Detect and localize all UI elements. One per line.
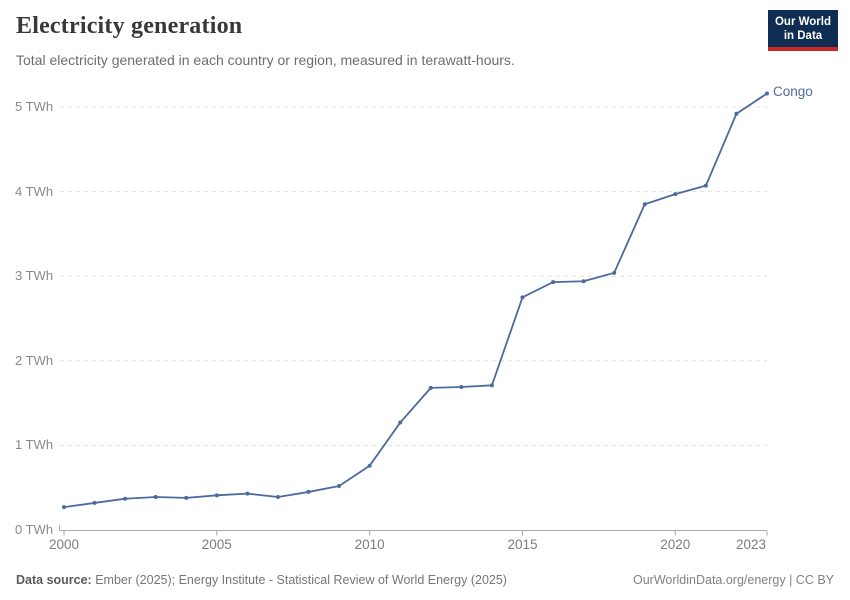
y-tick-label-4twh: 4 TWh bbox=[15, 183, 54, 199]
data-point-2005[interactable] bbox=[214, 493, 219, 498]
y-tick-label-3twh: 3 TWh bbox=[15, 268, 54, 284]
data-point-2018[interactable] bbox=[612, 270, 617, 275]
x-tick-label-2000: 2000 bbox=[48, 537, 80, 552]
data-point-2019[interactable] bbox=[642, 202, 647, 207]
data-point-2002[interactable] bbox=[123, 496, 128, 501]
x-tick-label-2020: 2020 bbox=[660, 537, 691, 552]
data-point-2009[interactable] bbox=[337, 484, 342, 489]
owid-logo[interactable]: Our World in Data bbox=[768, 10, 838, 51]
data-point-2022[interactable] bbox=[734, 111, 739, 116]
x-tick-label-2023: 2023 bbox=[735, 537, 767, 552]
footer-credit-text: OurWorldinData.org/energy | CC BY bbox=[632, 573, 834, 587]
owid-logo-line2: in Data bbox=[783, 30, 823, 43]
data-point-2020[interactable] bbox=[673, 192, 678, 197]
chart-subtitle: Total electricity generated in each coun… bbox=[16, 52, 515, 68]
page-title: Electricity generation bbox=[16, 13, 243, 39]
footer-credit-link[interactable]: OurWorldinData.org/energy | CC BY bbox=[633, 573, 834, 587]
x-tick-label-2015: 2015 bbox=[507, 537, 538, 552]
data-point-2010[interactable] bbox=[367, 463, 372, 468]
y-tick-label-0twh: 0 TWh bbox=[15, 522, 54, 537]
y-tick-label-2twh: 2 TWh bbox=[15, 352, 54, 368]
data-point-2003[interactable] bbox=[153, 495, 158, 500]
data-point-2008[interactable] bbox=[306, 489, 311, 494]
data-point-2007[interactable] bbox=[275, 495, 280, 500]
data-point-2016[interactable] bbox=[551, 280, 556, 285]
chart-footer: Data source: Ember (2025); Energy Instit… bbox=[16, 573, 834, 587]
data-point-2021[interactable] bbox=[703, 183, 708, 188]
x-tick-label-2005: 2005 bbox=[201, 537, 232, 552]
owid-logo-line1: Our World bbox=[774, 16, 831, 28]
y-tick-label-5twh: 5 TWh bbox=[15, 99, 54, 114]
data-point-2017[interactable] bbox=[581, 279, 586, 284]
data-point-2015[interactable] bbox=[520, 295, 525, 300]
data-point-2000[interactable] bbox=[62, 505, 66, 510]
congo-series-line bbox=[63, 92, 768, 509]
data-point-2014[interactable] bbox=[489, 383, 494, 388]
data-point-2013[interactable] bbox=[459, 385, 464, 390]
data-point-2023[interactable] bbox=[765, 91, 769, 96]
data-source-text: Ember (2025); Energy Institute - Statist… bbox=[95, 573, 507, 587]
data-source-label: Data source: bbox=[16, 573, 92, 587]
data-source-note: Data source: Ember (2025); Energy Instit… bbox=[16, 573, 507, 587]
y-tick-label-1twh: 1 TWh bbox=[15, 437, 54, 453]
data-point-2001[interactable] bbox=[92, 500, 97, 505]
x-tick-label-2010: 2010 bbox=[354, 537, 385, 552]
series-label-congo[interactable]: Congo bbox=[773, 84, 813, 100]
data-point-2006[interactable] bbox=[245, 491, 250, 496]
data-point-2011[interactable] bbox=[398, 420, 403, 425]
data-point-2004[interactable] bbox=[184, 495, 189, 500]
data-point-2012[interactable] bbox=[428, 385, 433, 390]
